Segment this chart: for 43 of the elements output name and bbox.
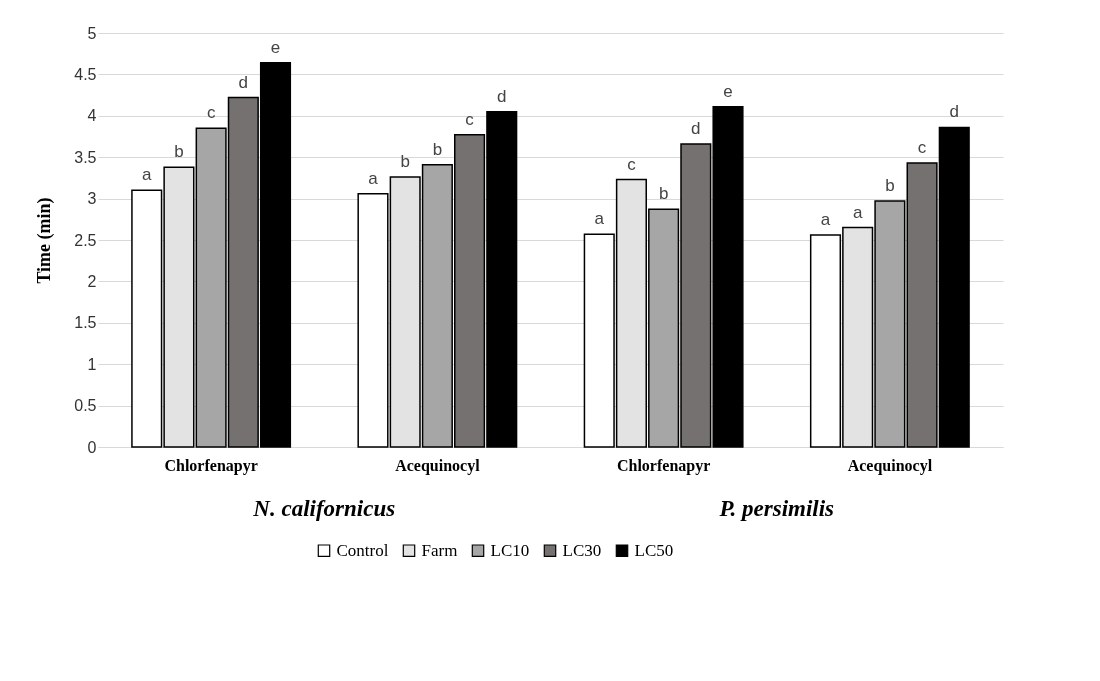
data-label: d [949, 102, 959, 122]
y-tick-label: 3 [87, 190, 97, 208]
legend-label: LC10 [490, 540, 530, 560]
y-tick-label: 4.5 [74, 65, 97, 83]
data-label: b [885, 176, 895, 196]
data-label: a [142, 165, 153, 185]
data-label: c [465, 109, 475, 129]
data-label: c [627, 154, 637, 174]
data-label: c [206, 103, 216, 123]
y-tick-label: 3.5 [74, 148, 97, 166]
x-tick-label: Chlorfenapyr [616, 456, 711, 475]
y-tick-label: 0.5 [74, 397, 97, 415]
y-tick-label: 2 [87, 272, 97, 290]
data-label: e [270, 37, 281, 57]
data-label: a [594, 209, 605, 229]
legend-label: LC50 [634, 540, 674, 560]
legend-label: LC30 [562, 540, 602, 560]
data-label: d [691, 118, 701, 138]
data-label: a [852, 202, 863, 222]
legend-label: Farm [421, 540, 458, 560]
data-label: a [820, 210, 831, 230]
data-label: b [174, 142, 184, 162]
data-label: b [400, 152, 410, 172]
data-label: d [238, 72, 249, 92]
y-axis-title: Time (min) [34, 197, 56, 284]
x-tick-label: Acequinocyl [395, 456, 481, 475]
legend-label: Control [336, 540, 389, 560]
data-label: a [368, 168, 379, 188]
data-label: e [723, 81, 733, 101]
x-tick-label: Acequinocyl [847, 456, 933, 475]
y-tick-label: 1 [87, 355, 97, 373]
text: P. persimilis [718, 496, 835, 521]
data-label: b [432, 139, 443, 159]
y-tick-label: 1.5 [74, 314, 97, 332]
text: N. californicus [252, 496, 396, 521]
y-tick-label: 5 [87, 24, 97, 42]
data-label: d [497, 86, 507, 106]
data-label: c [917, 138, 927, 157]
y-tick-label: 4 [87, 107, 97, 125]
x-tick-label: Chlorfenapyr [164, 456, 258, 475]
y-tick-label: 2.5 [74, 231, 97, 249]
data-label: b [658, 184, 669, 204]
y-tick-label: 0 [87, 438, 97, 456]
